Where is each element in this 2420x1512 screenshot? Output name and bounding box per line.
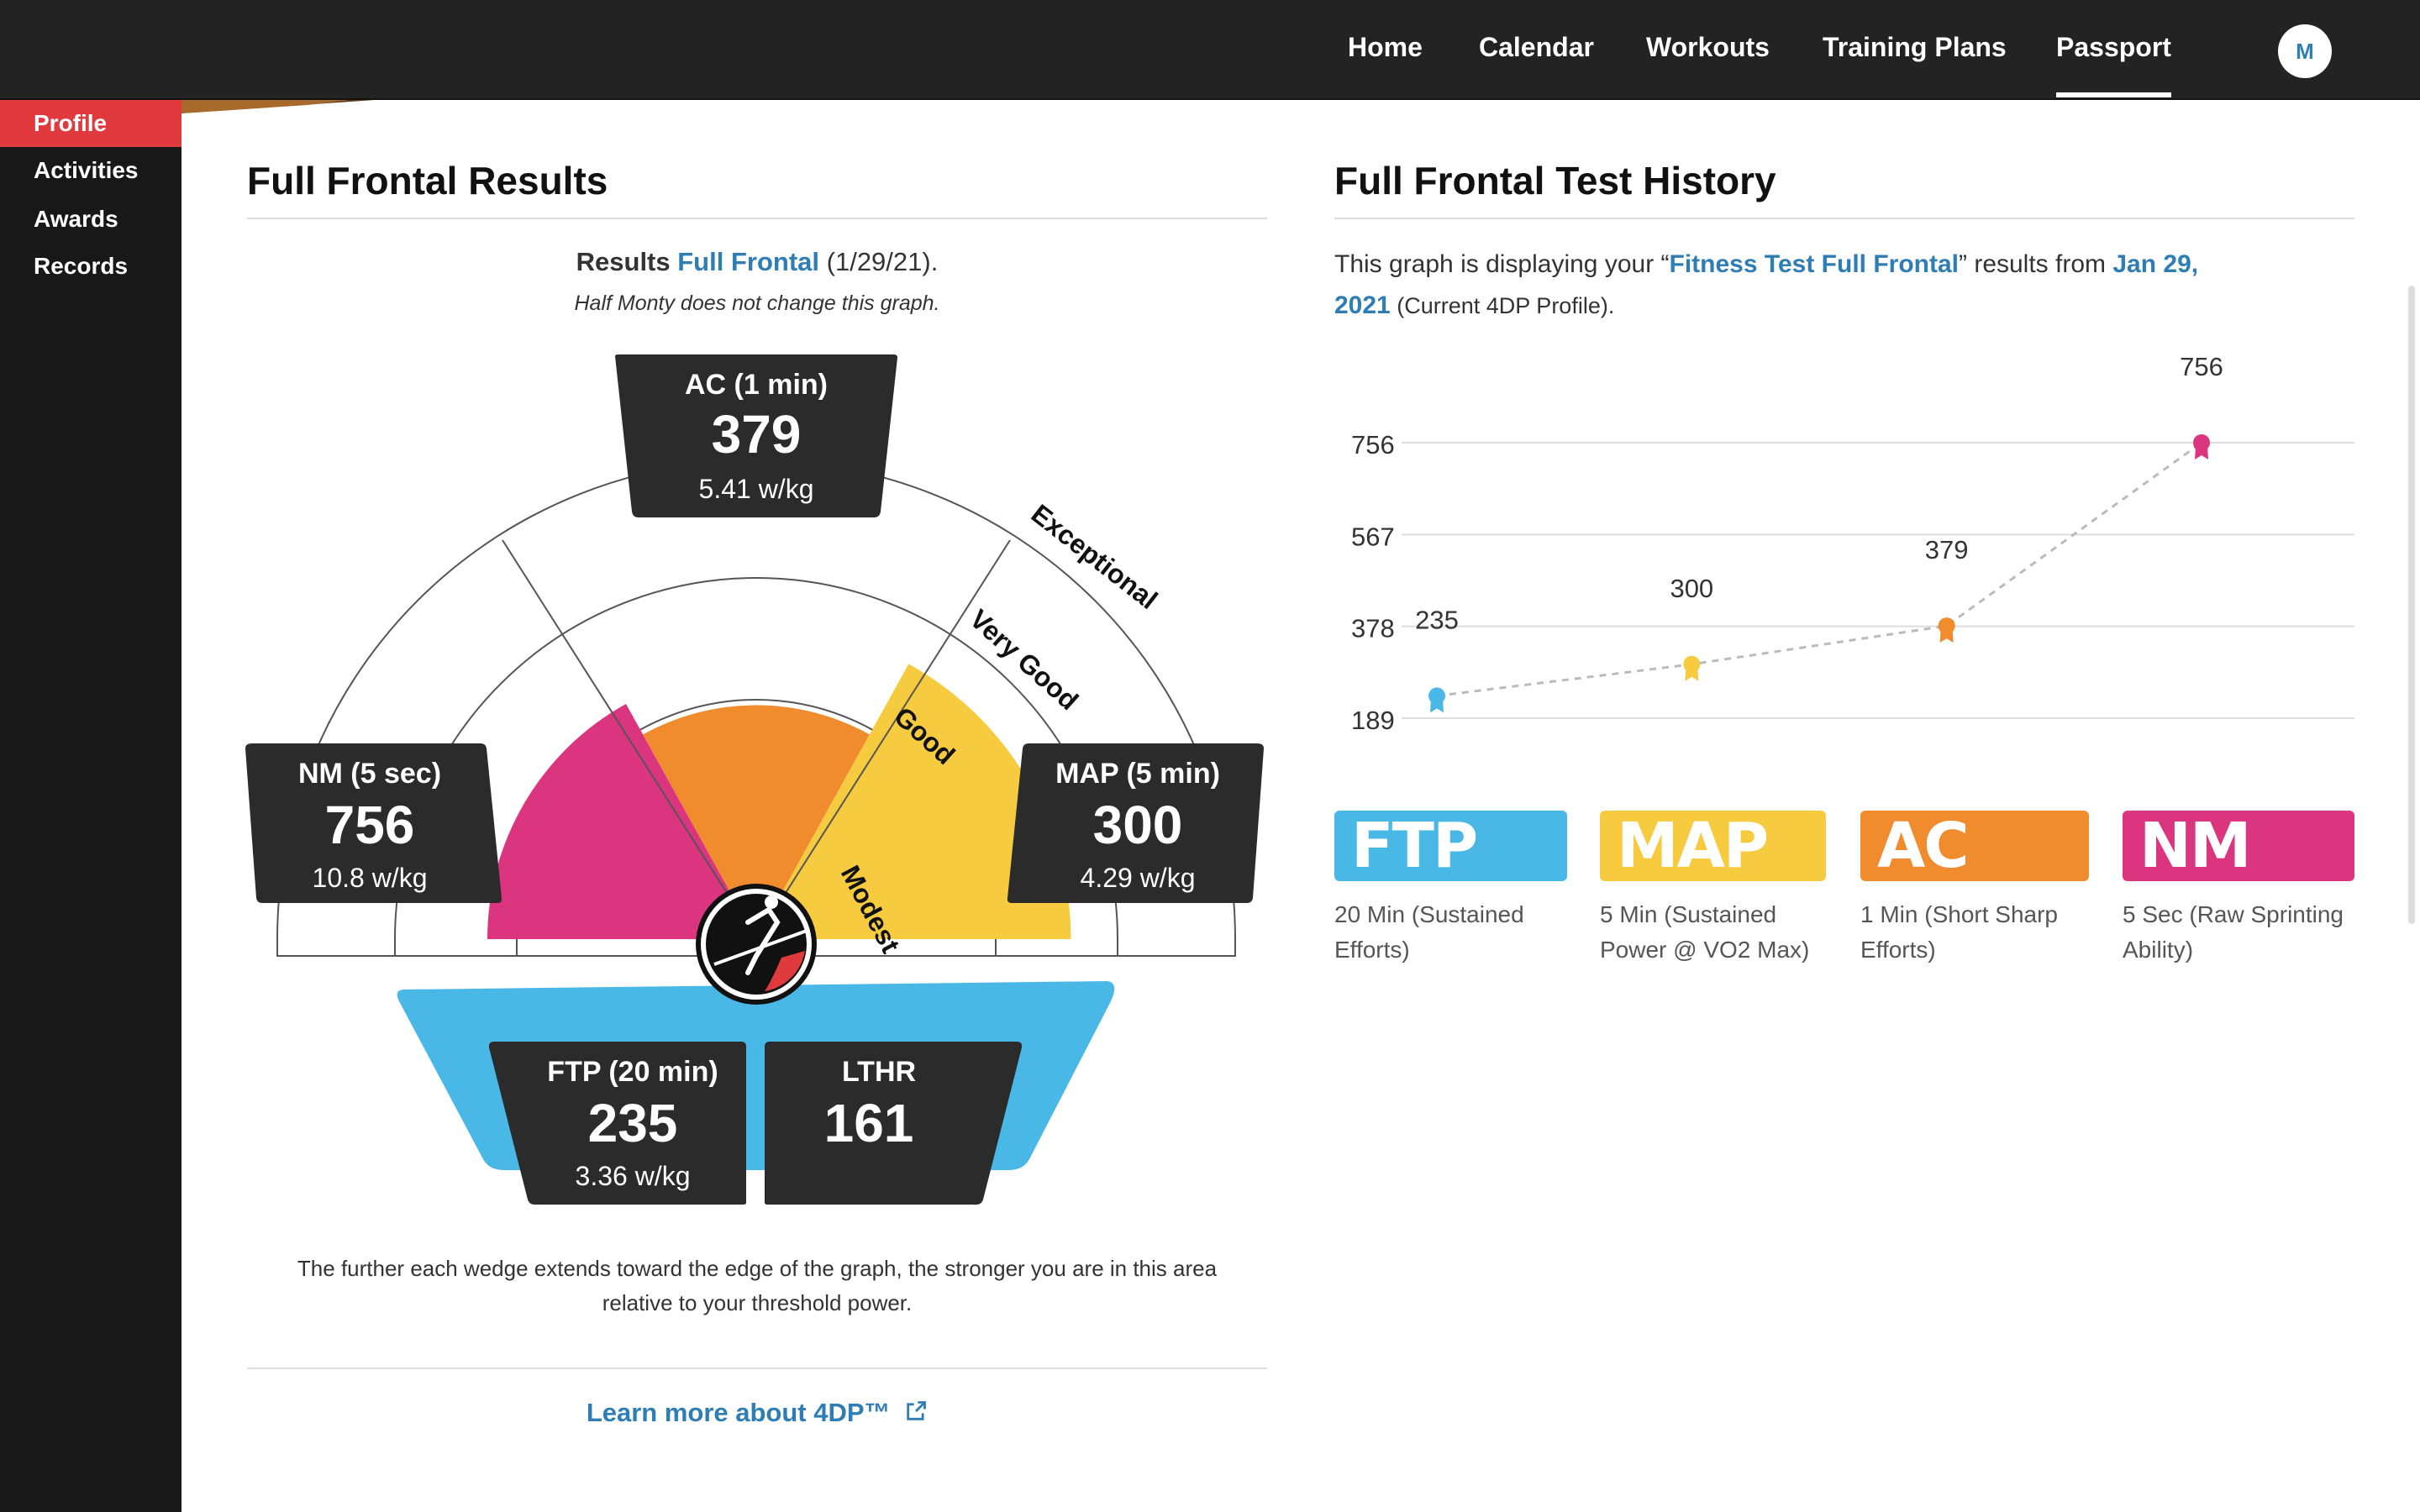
y-tick-label: 567 bbox=[1351, 522, 1395, 551]
data-point-ac bbox=[1938, 617, 1955, 643]
legend-tile-map: MAP bbox=[1600, 811, 1826, 881]
history-description: This graph is displaying your “Fitness T… bbox=[1334, 244, 2259, 327]
data-label-map: 300 bbox=[1670, 574, 1713, 603]
data-label-ftp: 235 bbox=[1415, 605, 1459, 634]
sidebar-item-records[interactable]: Records bbox=[34, 253, 129, 279]
ac-wedge bbox=[643, 705, 870, 939]
history-desc-prefix: This graph is displaying your “ bbox=[1334, 250, 1670, 278]
scrollbar[interactable] bbox=[2408, 286, 2415, 924]
map-box: MAP (5 min) 300 4.29 w/kg bbox=[1007, 743, 1264, 903]
top-navigation: Home Calendar Workouts Training Plans Pa… bbox=[0, 0, 2420, 100]
learn-more-text[interactable]: Learn more about 4DP™ bbox=[586, 1398, 891, 1427]
data-label-nm: 756 bbox=[2180, 352, 2223, 381]
ftp-box: FTP (20 min) 235 3.36 w/kg bbox=[488, 1042, 746, 1205]
date-link[interactable]: Jan 29, 2021 bbox=[1334, 250, 2199, 319]
fitness-test-link[interactable]: Fitness Test Full Frontal bbox=[1669, 250, 1959, 278]
map-label: MAP (5 min) bbox=[1055, 758, 1220, 790]
history-chart: 189 378 567 756 235 300 379 756 bbox=[1351, 352, 2354, 735]
ac-box: AC (1 min) 379 5.41 w/kg bbox=[615, 354, 897, 517]
nav-training-plans[interactable]: Training Plans bbox=[1823, 32, 2007, 62]
legend-tile-ftp: FTP bbox=[1334, 811, 1567, 881]
divider bbox=[1334, 218, 2354, 219]
legend-desc-map: 5 Min (Sustained Power @ VO2 Max) bbox=[1600, 901, 1810, 963]
y-tick-label: 378 bbox=[1351, 614, 1395, 643]
legend-tile-nm: NM bbox=[2123, 811, 2354, 881]
map-wedge bbox=[756, 664, 1071, 939]
zone-label-very-good: Very Good bbox=[964, 603, 1084, 716]
history-desc-mid: ” results from bbox=[1959, 250, 2113, 278]
map-value: 300 bbox=[1093, 795, 1183, 855]
divider bbox=[247, 1368, 1267, 1369]
sidebar-item-activities[interactable]: Activities bbox=[34, 157, 139, 183]
nm-wkg: 10.8 w/kg bbox=[313, 863, 428, 893]
nm-box: NM (5 sec) 756 10.8 w/kg bbox=[245, 743, 502, 903]
data-point-nm bbox=[2193, 434, 2210, 459]
y-tick-label: 189 bbox=[1351, 706, 1395, 735]
nav-home[interactable]: Home bbox=[1348, 32, 1423, 62]
external-link-icon bbox=[907, 1401, 927, 1420]
data-label-ac: 379 bbox=[1925, 535, 1969, 564]
lthr-box: LTHR 161 bbox=[765, 1042, 1023, 1205]
learn-more-link[interactable]: Learn more about 4DP™ bbox=[247, 1398, 1267, 1428]
lthr-label: LTHR bbox=[842, 1056, 916, 1088]
history-title: Full Frontal Test History bbox=[1334, 159, 1776, 202]
results-note: Half Monty does not change this graph. bbox=[574, 291, 940, 315]
legend-desc-nm: 5 Sec (Raw Sprinting Ability) bbox=[2123, 901, 2344, 963]
divider bbox=[247, 218, 1267, 219]
results-footnote: The further each wedge extends toward th… bbox=[297, 1256, 1218, 1315]
nm-value: 756 bbox=[325, 795, 415, 855]
y-tick-label: 756 bbox=[1351, 430, 1395, 459]
ftp-wkg: 3.36 w/kg bbox=[576, 1161, 691, 1191]
results-prefix: Results bbox=[576, 247, 671, 276]
trend-line bbox=[1436, 441, 2202, 697]
sidebar: Profile Activities Awards Records bbox=[0, 100, 182, 1512]
full-frontal-link[interactable]: Full Frontal bbox=[677, 247, 820, 276]
results-subtitle: Results Full Frontal (1/29/21). bbox=[247, 247, 1267, 277]
nav-workouts[interactable]: Workouts bbox=[1646, 32, 1770, 62]
nav-calendar[interactable]: Calendar bbox=[1479, 32, 1594, 62]
sidebar-item-awards[interactable]: Awards bbox=[34, 206, 118, 232]
legend-desc-ftp: 20 Min (Sustained Efforts) bbox=[1334, 901, 1524, 963]
nav-passport[interactable]: Passport bbox=[2056, 32, 2171, 97]
ac-value: 379 bbox=[712, 404, 802, 465]
map-wkg: 4.29 w/kg bbox=[1081, 863, 1196, 893]
zone-label-exceptional: Exceptional bbox=[1026, 498, 1164, 615]
ac-wkg: 5.41 w/kg bbox=[699, 474, 814, 504]
header-banner-edge bbox=[182, 100, 375, 113]
nm-label: NM (5 sec) bbox=[298, 758, 441, 790]
results-title: Full Frontal Results bbox=[247, 159, 608, 202]
data-point-map bbox=[1683, 655, 1701, 681]
data-point-ftp bbox=[1428, 687, 1445, 713]
avatar[interactable]: M bbox=[2278, 24, 2332, 78]
ftp-value: 235 bbox=[588, 1093, 678, 1153]
legend-desc-ac: 1 Min (Short Sharp Efforts) bbox=[1860, 901, 2058, 963]
nm-wedge bbox=[487, 704, 756, 939]
sidebar-item-profile[interactable]: Profile bbox=[0, 100, 182, 147]
ftp-label: FTP (20 min) bbox=[547, 1056, 718, 1088]
legend-tile-ac: AC bbox=[1860, 811, 2089, 881]
history-desc-suffix: (Current 4DP Profile). bbox=[1390, 293, 1615, 318]
ac-label: AC (1 min) bbox=[685, 369, 828, 401]
lthr-value: 161 bbox=[824, 1093, 914, 1153]
results-date: (1/29/21). bbox=[826, 247, 939, 276]
4dp-gauge: Modest Good Very Good Exceptional AC (1 … bbox=[245, 354, 1264, 1205]
